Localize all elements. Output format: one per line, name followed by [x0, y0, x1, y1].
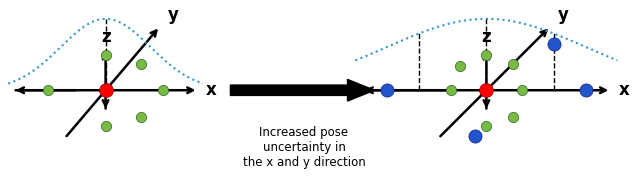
- Text: x: x: [619, 81, 630, 99]
- FancyArrow shape: [230, 79, 374, 101]
- Text: x: x: [206, 81, 217, 99]
- Point: [43, 89, 53, 92]
- Point: [158, 89, 168, 92]
- Point: [136, 62, 146, 65]
- Point: [100, 53, 111, 56]
- Text: Increased pose
uncertainty in
the x and y direction: Increased pose uncertainty in the x and …: [243, 126, 365, 169]
- Point: [470, 135, 480, 138]
- Text: y: y: [558, 6, 569, 24]
- Point: [481, 89, 492, 92]
- Point: [508, 115, 518, 118]
- Point: [481, 53, 492, 56]
- Point: [516, 89, 527, 92]
- Point: [481, 124, 492, 127]
- Point: [548, 43, 559, 46]
- Point: [580, 89, 591, 92]
- Point: [508, 62, 518, 65]
- Point: [454, 64, 465, 67]
- Point: [100, 89, 111, 92]
- Point: [382, 89, 392, 92]
- Point: [446, 89, 456, 92]
- Text: z: z: [481, 28, 492, 46]
- Point: [136, 115, 146, 118]
- Text: y: y: [168, 6, 179, 24]
- Point: [100, 124, 111, 127]
- Text: z: z: [100, 28, 111, 46]
